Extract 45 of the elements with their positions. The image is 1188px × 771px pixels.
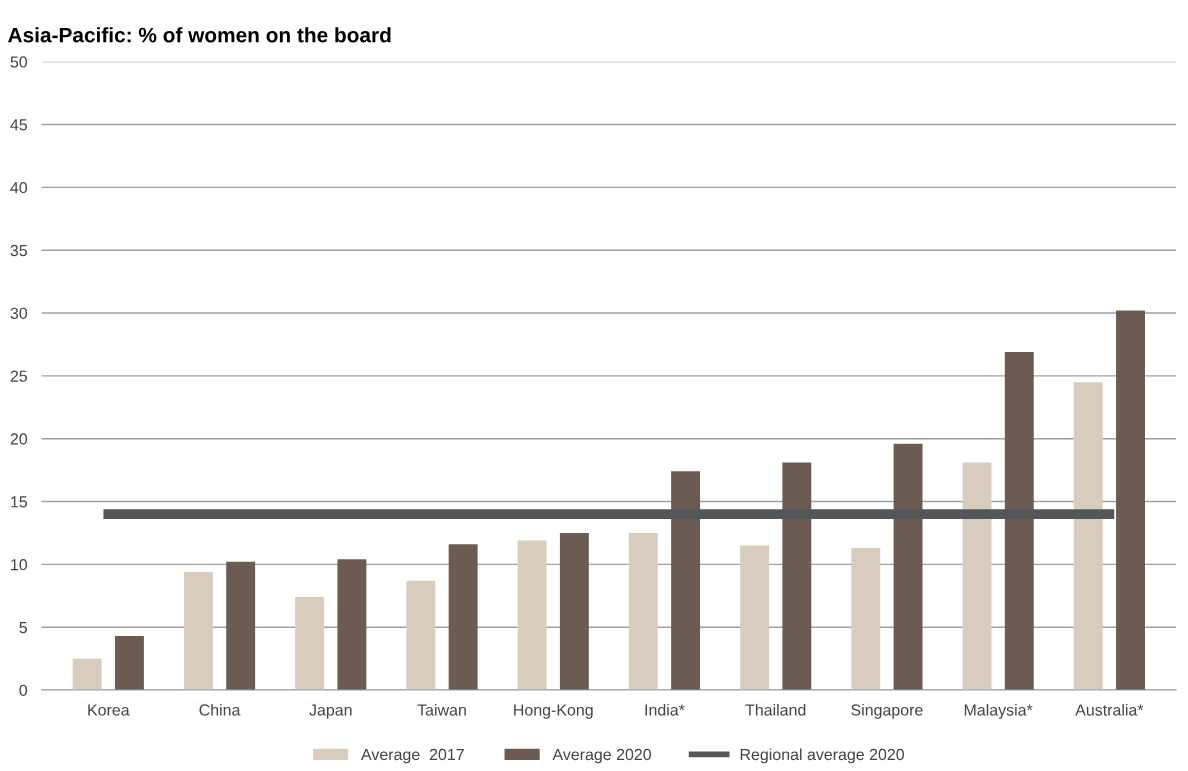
bar [1073, 382, 1103, 691]
bar [740, 545, 770, 691]
bar [406, 580, 436, 691]
bar [337, 559, 367, 691]
y-tick-label: 25 [10, 370, 28, 382]
x-tick-label: Singapore [851, 703, 923, 719]
bar [72, 658, 102, 691]
y-tick-label: 5 [19, 622, 28, 634]
x-tick-label: Thailand [745, 703, 806, 716]
x-tick-label: Taiwan [417, 703, 466, 716]
bar [962, 462, 992, 691]
bar [295, 597, 325, 691]
y-tick-label: 35 [10, 244, 28, 257]
bar [851, 548, 881, 691]
bar [517, 540, 547, 691]
bar [183, 571, 213, 691]
bar [114, 636, 144, 691]
chart-title: Asia-Pacific: % of women on the board [8, 27, 391, 43]
y-tick-label: 50 [10, 56, 28, 68]
bar [782, 462, 812, 691]
x-tick-label: India* [645, 703, 685, 716]
x-tick-label: Hong-Kong [514, 704, 593, 719]
y-tick-label: 30 [10, 307, 28, 319]
x-tick-label: Malaysia* [964, 703, 1033, 719]
x-tick-label: China [199, 703, 241, 716]
bar [559, 532, 589, 691]
x-tick-label: Japan [309, 704, 352, 719]
bar [628, 532, 658, 691]
bar [448, 544, 478, 691]
y-tick-label: 45 [10, 119, 28, 131]
y-tick-label: 15 [11, 496, 28, 508]
bar [671, 471, 701, 691]
x-tick-label: Korea [88, 704, 130, 716]
y-tick-label: 10 [11, 559, 28, 571]
legend-label: Regional average 2020 [740, 748, 905, 764]
y-tick-label: 0 [19, 684, 28, 696]
bar [1004, 351, 1034, 691]
legend-label: Average 2017 [361, 748, 464, 764]
bar [893, 443, 923, 691]
bar [1116, 310, 1145, 691]
y-tick-label: 40 [10, 181, 28, 194]
y-tick-label: 20 [10, 433, 28, 445]
x-tick-label: Australia* [1075, 703, 1144, 716]
legend-label: Average 2020 [552, 748, 651, 764]
bar [226, 561, 256, 691]
